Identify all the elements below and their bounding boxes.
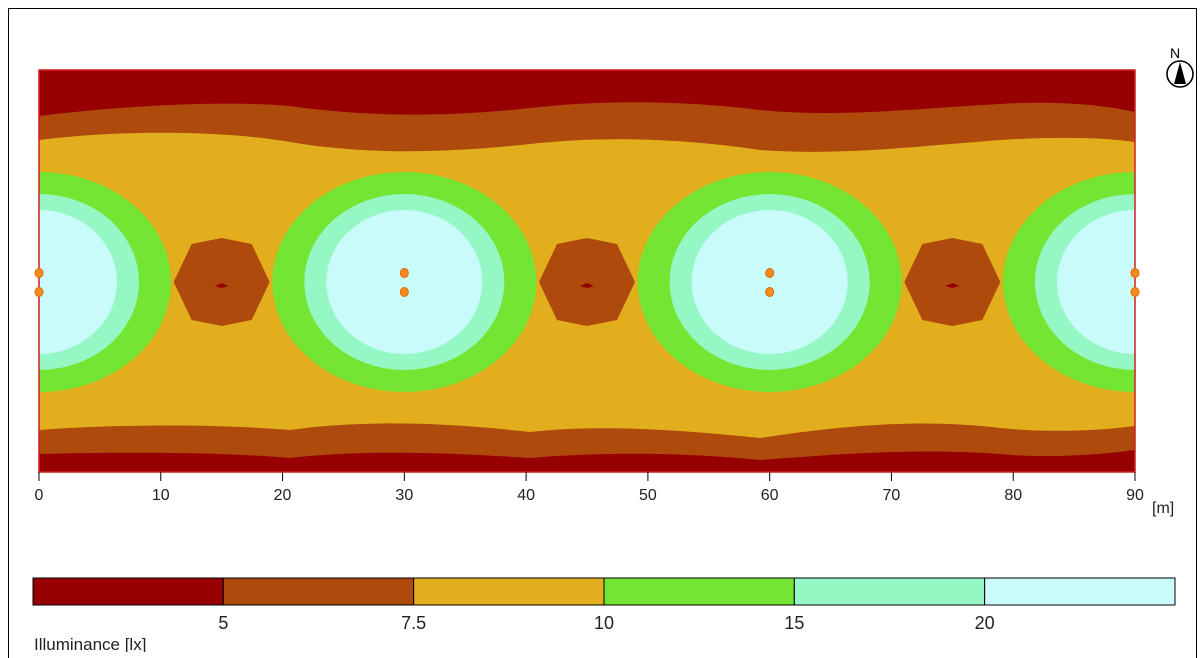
figure-frame	[8, 8, 1197, 658]
north-arrow-icon	[1174, 62, 1186, 84]
core-low-1	[539, 238, 635, 326]
x-tick-label-60: 60	[761, 487, 779, 504]
luminaire-0-1	[34, 287, 44, 297]
lobe-cyan-0	[39, 210, 117, 354]
legend-break-label-1: 7.5	[401, 613, 426, 633]
x-tick-label-10: 10	[152, 487, 170, 504]
x-tick-label-30: 30	[395, 487, 413, 504]
x-tick-label-0: 0	[35, 487, 44, 504]
core-min-2	[945, 283, 960, 288]
luminaire-0-0	[34, 268, 44, 278]
luminaire-markers	[34, 268, 1140, 297]
x-tick-label-50: 50	[639, 487, 657, 504]
legend-swatch-3	[603, 577, 795, 606]
x-tick-label-40: 40	[517, 487, 535, 504]
core-low-0	[173, 238, 270, 326]
x-tick-label-80: 80	[1004, 487, 1022, 504]
x-axis: 0 10 20 30 40 50 60 70 80 90	[35, 472, 1144, 504]
x-tick-label-20: 20	[274, 487, 292, 504]
x-tick-label-90: 90	[1126, 487, 1144, 504]
legend-swatch-1	[222, 577, 415, 606]
legend-break-label-3: 15	[784, 613, 804, 633]
legend-break-label-0: 5	[218, 613, 228, 633]
x-unit-label: [m]	[1152, 500, 1174, 517]
color-legend: 5 7.5 10 15 20	[32, 577, 1176, 633]
lobe-cyan-2	[691, 210, 848, 354]
legend-break-label-2: 10	[594, 613, 614, 633]
luminaire-1-0	[399, 268, 409, 278]
lobe-cyan-3	[1057, 210, 1135, 354]
luminaire-3-0	[1130, 268, 1140, 278]
compass-label: N	[1170, 45, 1180, 61]
core-group	[173, 238, 1001, 326]
luminaire-1-1	[399, 287, 409, 297]
x-tick-label-70: 70	[883, 487, 901, 504]
luminaire-3-1	[1130, 287, 1140, 297]
luminaire-2-1	[765, 287, 775, 297]
core-min-0	[214, 283, 229, 288]
legend-swatch-5	[984, 577, 1176, 606]
core-min-1	[580, 283, 594, 288]
legend-swatch-0	[32, 577, 224, 606]
luminaire-2-0	[765, 268, 775, 278]
legend-title: Illuminance [lx]	[34, 635, 146, 652]
lobe-group	[39, 172, 1135, 392]
north-compass: N	[1166, 45, 1194, 88]
legend-break-label-4: 20	[975, 613, 995, 633]
contour-map	[39, 70, 1135, 472]
legend-swatch-2	[413, 577, 605, 606]
core-low-2	[904, 238, 1001, 326]
legend-swatch-4	[793, 577, 986, 606]
lobe-cyan-1	[326, 210, 483, 354]
